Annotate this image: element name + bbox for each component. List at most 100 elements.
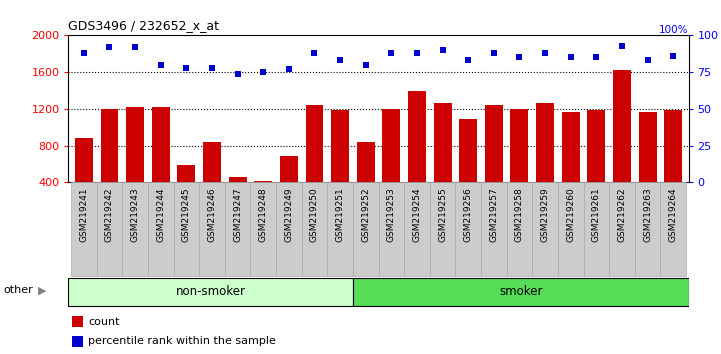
Bar [660,182,686,276]
Bar [404,182,430,276]
Bar [609,182,634,276]
Point [155,62,167,68]
Text: non-smoker: non-smoker [176,285,246,298]
Bar [280,156,298,219]
Bar [71,182,97,276]
Text: percentile rank within the sample: percentile rank within the sample [89,336,276,346]
Text: GSM219241: GSM219241 [79,187,89,242]
Text: GSM219242: GSM219242 [105,187,114,241]
Bar [203,142,221,219]
Bar [639,112,657,219]
Text: GSM219245: GSM219245 [182,187,191,242]
Bar [562,112,580,219]
Point [283,66,295,72]
Text: GSM219257: GSM219257 [490,187,498,242]
Point [488,50,500,56]
Bar [151,107,169,219]
Point [104,44,115,50]
Bar [123,182,148,276]
Text: GSM219260: GSM219260 [566,187,575,242]
Bar [536,103,554,219]
Bar [174,182,199,276]
Text: GSM219250: GSM219250 [310,187,319,242]
Bar [379,182,404,276]
Text: GSM219264: GSM219264 [668,187,678,242]
Text: GSM219259: GSM219259 [541,187,549,242]
Point [335,58,346,63]
Text: 100%: 100% [659,25,689,35]
Bar [430,182,456,276]
Point [206,65,218,70]
Bar [71,316,83,327]
Point [386,50,397,56]
Point [539,50,551,56]
Bar [255,181,273,219]
Bar [327,182,353,276]
Point [642,58,653,63]
Bar [408,91,426,219]
Bar [148,182,174,276]
Bar [481,182,507,276]
Bar [613,70,631,219]
Text: GSM219244: GSM219244 [156,187,165,241]
Text: GSM219258: GSM219258 [515,187,524,242]
Text: GSM219263: GSM219263 [643,187,652,242]
Bar [276,182,301,276]
Text: ▶: ▶ [37,285,46,296]
Bar [225,182,250,276]
Bar [199,182,225,276]
Point [565,55,577,60]
Point [232,71,244,76]
Text: GSM219262: GSM219262 [617,187,627,242]
Bar [456,182,481,276]
Point [513,55,525,60]
Bar [100,109,118,219]
Bar [664,110,682,219]
Point [411,50,423,56]
Point [180,65,192,70]
Bar [75,138,93,219]
Text: GSM219243: GSM219243 [131,187,140,242]
Point [616,43,628,48]
Bar [250,182,276,276]
Bar [382,109,400,219]
Point [78,50,89,56]
Bar [583,182,609,276]
Bar [353,182,379,276]
Point [309,50,320,56]
Text: GSM219247: GSM219247 [233,187,242,242]
Text: GSM219249: GSM219249 [284,187,293,242]
Bar [510,109,528,219]
Bar [558,182,583,276]
Text: other: other [4,285,33,296]
Bar [229,177,247,219]
Point [257,69,269,75]
Bar [433,103,451,219]
Text: smoker: smoker [499,285,542,298]
Bar [177,165,195,219]
Bar [357,142,375,219]
Bar [301,182,327,276]
Bar [126,108,144,219]
Bar [331,110,349,219]
Bar [68,278,353,306]
Bar [485,105,503,219]
Text: GSM219251: GSM219251 [335,187,345,242]
Bar [306,105,324,219]
Point [668,53,679,59]
Bar [71,336,83,347]
Point [129,44,141,50]
Text: GSM219256: GSM219256 [464,187,473,242]
Text: count: count [89,316,120,327]
Point [590,55,602,60]
Text: GSM219248: GSM219248 [259,187,267,242]
Bar [507,182,532,276]
Bar [588,110,606,219]
Bar [634,182,660,276]
Text: GDS3496 / 232652_x_at: GDS3496 / 232652_x_at [68,19,219,32]
Text: GSM219246: GSM219246 [208,187,216,242]
Bar [353,278,689,306]
Text: GSM219253: GSM219253 [387,187,396,242]
Bar [532,182,558,276]
Bar [97,182,123,276]
